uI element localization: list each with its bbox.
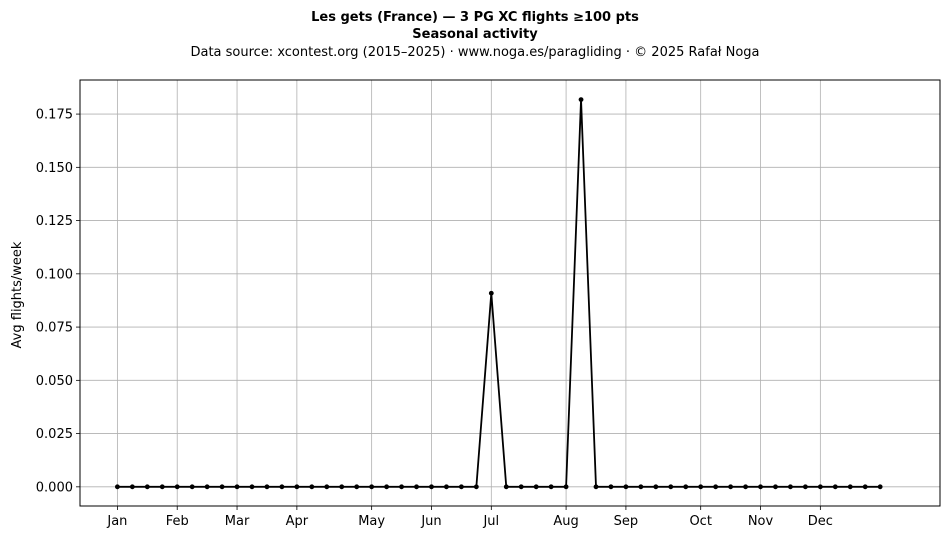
data-point	[548, 484, 554, 490]
x-tick-label: Oct	[689, 514, 711, 529]
x-tick-label: Feb	[166, 514, 189, 529]
series	[114, 97, 883, 490]
y-tick-label: 0.000	[36, 480, 73, 495]
data-point	[129, 484, 135, 490]
data-point	[159, 484, 165, 490]
data-point	[204, 484, 210, 490]
y-axis-label: Avg flights/week	[10, 241, 25, 348]
data-point	[114, 484, 120, 490]
x-tick-label: May	[358, 514, 385, 529]
data-point	[593, 484, 599, 490]
y-tick-label: 0.075	[36, 321, 73, 336]
x-tick-label: Apr	[286, 514, 309, 529]
x-tick-label: Jun	[420, 514, 441, 529]
y-tick-label: 0.175	[36, 108, 73, 123]
data-point	[264, 484, 270, 490]
data-point	[563, 484, 569, 490]
data-point	[174, 484, 180, 490]
data-point	[369, 484, 375, 490]
data-point	[518, 484, 524, 490]
data-point	[144, 484, 150, 490]
data-point	[219, 484, 225, 490]
data-point	[503, 484, 509, 490]
data-point	[608, 484, 614, 490]
data-point	[414, 484, 419, 490]
data-point	[384, 484, 390, 490]
data-point	[847, 484, 853, 490]
chart-subtitle: Data source: xcontest.org (2015–2025) · …	[190, 45, 759, 60]
data-point	[653, 484, 659, 490]
y-tick-label: 0.150	[36, 161, 73, 176]
y-axis: 0.000 0.025 0.050 0.075 0.100 0.125 0.150 0.175	[36, 108, 80, 495]
data-point	[743, 484, 748, 490]
data-point	[623, 484, 629, 490]
data-point	[788, 484, 793, 490]
x-tick-label: Aug	[553, 514, 578, 529]
data-point	[309, 484, 315, 490]
x-tick-label: Mar	[225, 514, 250, 529]
data-point	[578, 97, 584, 102]
data-point	[638, 484, 644, 490]
data-point	[488, 290, 494, 296]
data-point	[802, 484, 808, 490]
y-tick-label: 0.025	[36, 427, 73, 442]
x-tick-label: Dec	[808, 514, 833, 529]
data-point	[877, 484, 883, 490]
data-point	[817, 484, 823, 490]
grid	[80, 80, 940, 506]
x-tick-label: Jul	[482, 514, 499, 529]
data-point	[713, 484, 719, 490]
data-point	[533, 484, 539, 490]
data-point	[458, 484, 464, 490]
data-point	[399, 484, 404, 490]
y-tick-label: 0.100	[36, 267, 73, 282]
data-point	[339, 484, 345, 490]
x-axis: Jan Feb Mar Apr May Jun Jul Aug Sep Oct Nov Dec	[106, 506, 833, 529]
data-point	[354, 484, 360, 490]
x-tick-label: Jan	[106, 514, 127, 529]
plot-area	[79, 79, 941, 507]
data-point	[832, 484, 838, 490]
data-point	[234, 484, 240, 490]
data-point	[473, 484, 479, 490]
data-point	[758, 484, 763, 490]
data-point	[189, 484, 195, 490]
data-point	[444, 484, 449, 490]
data-point	[429, 484, 434, 490]
chart-title-2: Seasonal activity	[412, 27, 538, 42]
data-point	[728, 484, 734, 490]
data-point	[683, 484, 689, 490]
x-tick-label: Nov	[748, 514, 774, 529]
chart-title: Les gets (France) — 3 PG XC flights ≥100…	[311, 10, 639, 25]
data-point	[249, 484, 255, 490]
data-point	[279, 484, 285, 490]
data-point	[294, 484, 300, 490]
data-point	[862, 484, 868, 490]
data-point	[668, 484, 674, 490]
data-point	[773, 484, 778, 490]
y-tick-label: 0.125	[36, 214, 73, 229]
y-tick-label: 0.050	[36, 374, 73, 389]
x-tick-label: Sep	[614, 514, 639, 529]
data-point	[698, 484, 704, 490]
series-line	[117, 98, 881, 488]
data-point	[324, 484, 330, 490]
